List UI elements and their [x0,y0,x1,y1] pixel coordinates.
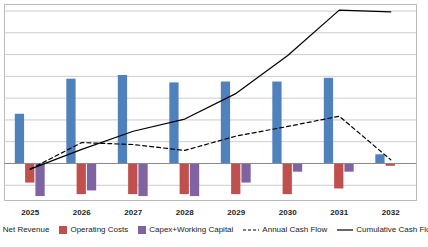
svg-text:2030: 2030 [279,208,297,217]
svg-text:2026: 2026 [73,208,91,217]
svg-text:2027: 2027 [124,208,142,217]
svg-text:2031: 2031 [330,208,348,217]
html-text:Operating Costs: Operating Costs [70,225,129,234]
svg-text:2028: 2028 [176,208,194,217]
html-text:Capex+Working Capital: Capex+Working Capital [149,225,234,234]
svg-text:2032: 2032 [382,208,400,217]
svg-text:2025: 2025 [21,208,39,217]
svg-text:2029: 2029 [227,208,245,217]
html-text:Annual Cash Flow: Annual Cash Flow [262,225,328,234]
html-text:Net Revenue: Net Revenue [2,225,50,234]
